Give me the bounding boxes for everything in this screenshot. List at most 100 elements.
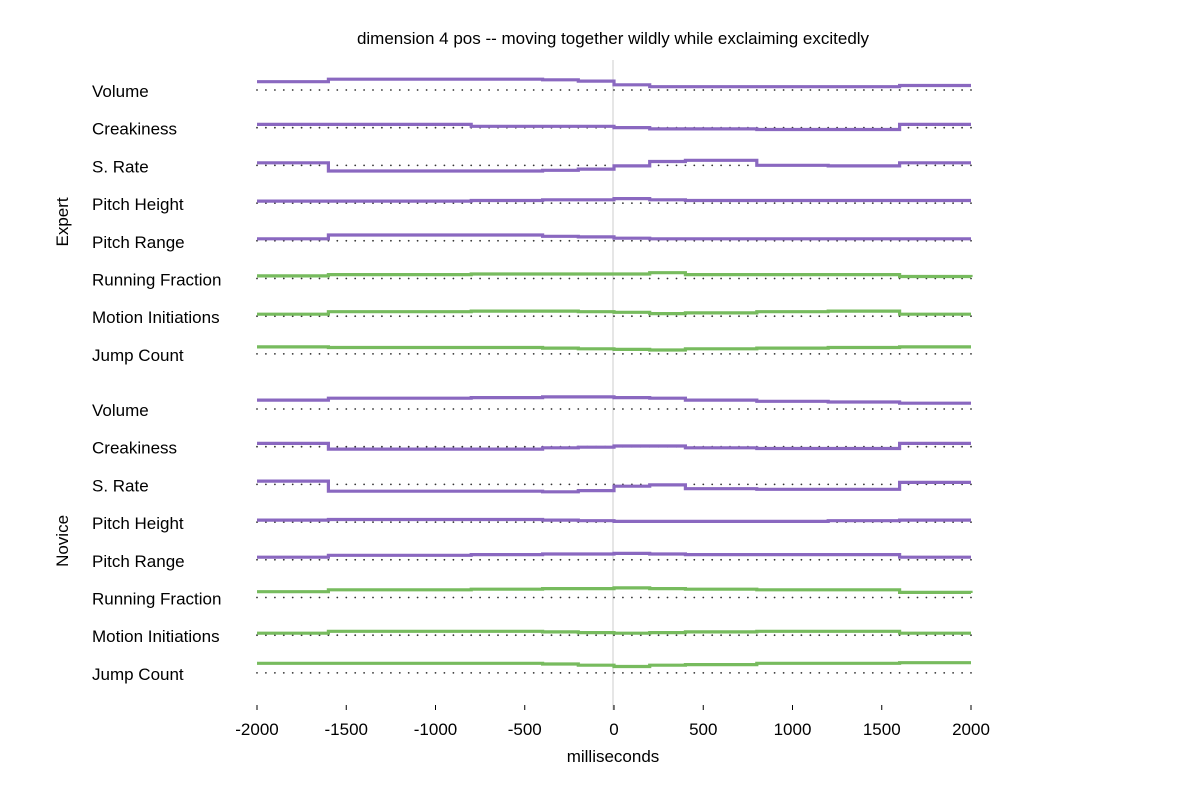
baseline-dot — [871, 483, 874, 486]
baseline-dot — [711, 634, 714, 637]
baseline-dot — [738, 483, 740, 486]
baseline-dot — [863, 672, 865, 674]
track-label: Pitch Range — [92, 552, 185, 571]
baseline-dot — [943, 126, 946, 129]
baseline-dot — [889, 89, 892, 91]
series-line — [257, 586, 973, 594]
baseline-dot — [791, 634, 794, 637]
baseline-dot — [265, 408, 267, 410]
baseline-dot — [586, 164, 589, 167]
baseline-dot — [702, 164, 705, 167]
baseline-dot — [488, 483, 490, 486]
baseline-dot — [532, 558, 535, 561]
baseline-dot — [291, 277, 294, 280]
baseline-dot — [354, 445, 357, 448]
baseline-dot — [363, 596, 365, 599]
baseline-dot — [702, 315, 705, 318]
baseline-dot — [711, 277, 714, 280]
baseline-dot — [800, 202, 803, 205]
baseline-dot — [907, 202, 910, 205]
baseline-dot — [265, 164, 267, 167]
baseline-dot — [639, 315, 642, 318]
baseline-dot — [836, 558, 838, 561]
baseline-dot — [559, 672, 562, 674]
baseline-dot — [514, 315, 517, 318]
baseline-dot — [631, 558, 633, 561]
baseline-dot — [354, 277, 357, 280]
baseline-dot — [773, 634, 776, 637]
baseline-dot — [291, 408, 294, 410]
baseline-dot — [889, 315, 892, 318]
baseline-dot — [363, 126, 365, 129]
x-tick-label: 1000 — [774, 720, 812, 739]
baseline-dot — [372, 277, 374, 280]
baseline-dot — [488, 408, 490, 410]
track-label: S. Rate — [92, 157, 149, 176]
baseline-dot — [532, 521, 535, 523]
baseline-dot — [943, 202, 946, 205]
baseline-dot — [300, 596, 303, 599]
baseline-dot — [550, 277, 553, 280]
baseline-dot — [336, 239, 339, 242]
baseline-dot — [550, 164, 553, 167]
baseline-dot — [390, 277, 392, 280]
baseline-dot — [666, 202, 669, 205]
baseline-dot — [586, 315, 589, 318]
baseline-dot — [363, 672, 365, 674]
baseline-dot — [425, 596, 428, 599]
baseline-dot — [398, 239, 401, 242]
baseline-dot — [390, 239, 392, 242]
series-line — [257, 122, 971, 132]
baseline-dot — [354, 315, 357, 318]
baseline-dot — [568, 672, 571, 674]
baseline-dot — [738, 89, 740, 91]
baseline-dot — [514, 634, 517, 637]
baseline-dot — [514, 277, 517, 280]
baseline-dot — [845, 277, 847, 280]
baseline-dot — [523, 164, 526, 167]
baseline-dot — [711, 315, 714, 318]
baseline-dot — [747, 483, 749, 486]
baseline-dot — [693, 315, 696, 318]
baseline-dot — [300, 353, 303, 355]
baseline-dot — [336, 672, 339, 674]
baseline-dot — [488, 164, 490, 167]
baseline-dot — [381, 239, 383, 242]
baseline-dot — [595, 558, 597, 561]
baseline-dot — [461, 239, 464, 242]
baseline-dot — [613, 353, 615, 355]
track-label: Jump Count — [92, 665, 184, 684]
baseline-dot — [541, 164, 544, 167]
baseline-dot — [434, 558, 437, 561]
baseline-dot — [381, 353, 383, 355]
baseline-dot — [541, 89, 544, 91]
baseline-dot — [568, 634, 571, 637]
baseline-dot — [568, 315, 571, 318]
baseline-dot — [693, 483, 696, 486]
baseline-dot — [711, 672, 714, 674]
baseline-dot — [871, 202, 874, 205]
baseline-dot — [425, 521, 428, 523]
baseline-dot — [407, 277, 410, 280]
baseline-dot — [282, 89, 285, 91]
baseline-dot — [800, 277, 803, 280]
baseline-dot — [845, 315, 847, 318]
baseline-dot — [336, 277, 339, 280]
baseline-dot — [443, 408, 446, 410]
baseline-dot — [827, 353, 830, 355]
baseline-dot — [729, 408, 731, 410]
baseline-dot — [586, 239, 589, 242]
baseline-dot — [398, 521, 401, 523]
baseline-dot — [274, 89, 276, 91]
baseline-dot — [497, 558, 499, 561]
baseline-dot — [729, 634, 731, 637]
baseline-dot — [854, 558, 856, 561]
baseline-dot — [925, 89, 928, 91]
baseline-dot — [755, 89, 758, 91]
baseline-dot — [845, 596, 847, 599]
baseline-dot — [345, 89, 348, 91]
baseline-dot — [470, 634, 473, 637]
baseline-dot — [372, 353, 374, 355]
baseline-dot — [407, 558, 410, 561]
